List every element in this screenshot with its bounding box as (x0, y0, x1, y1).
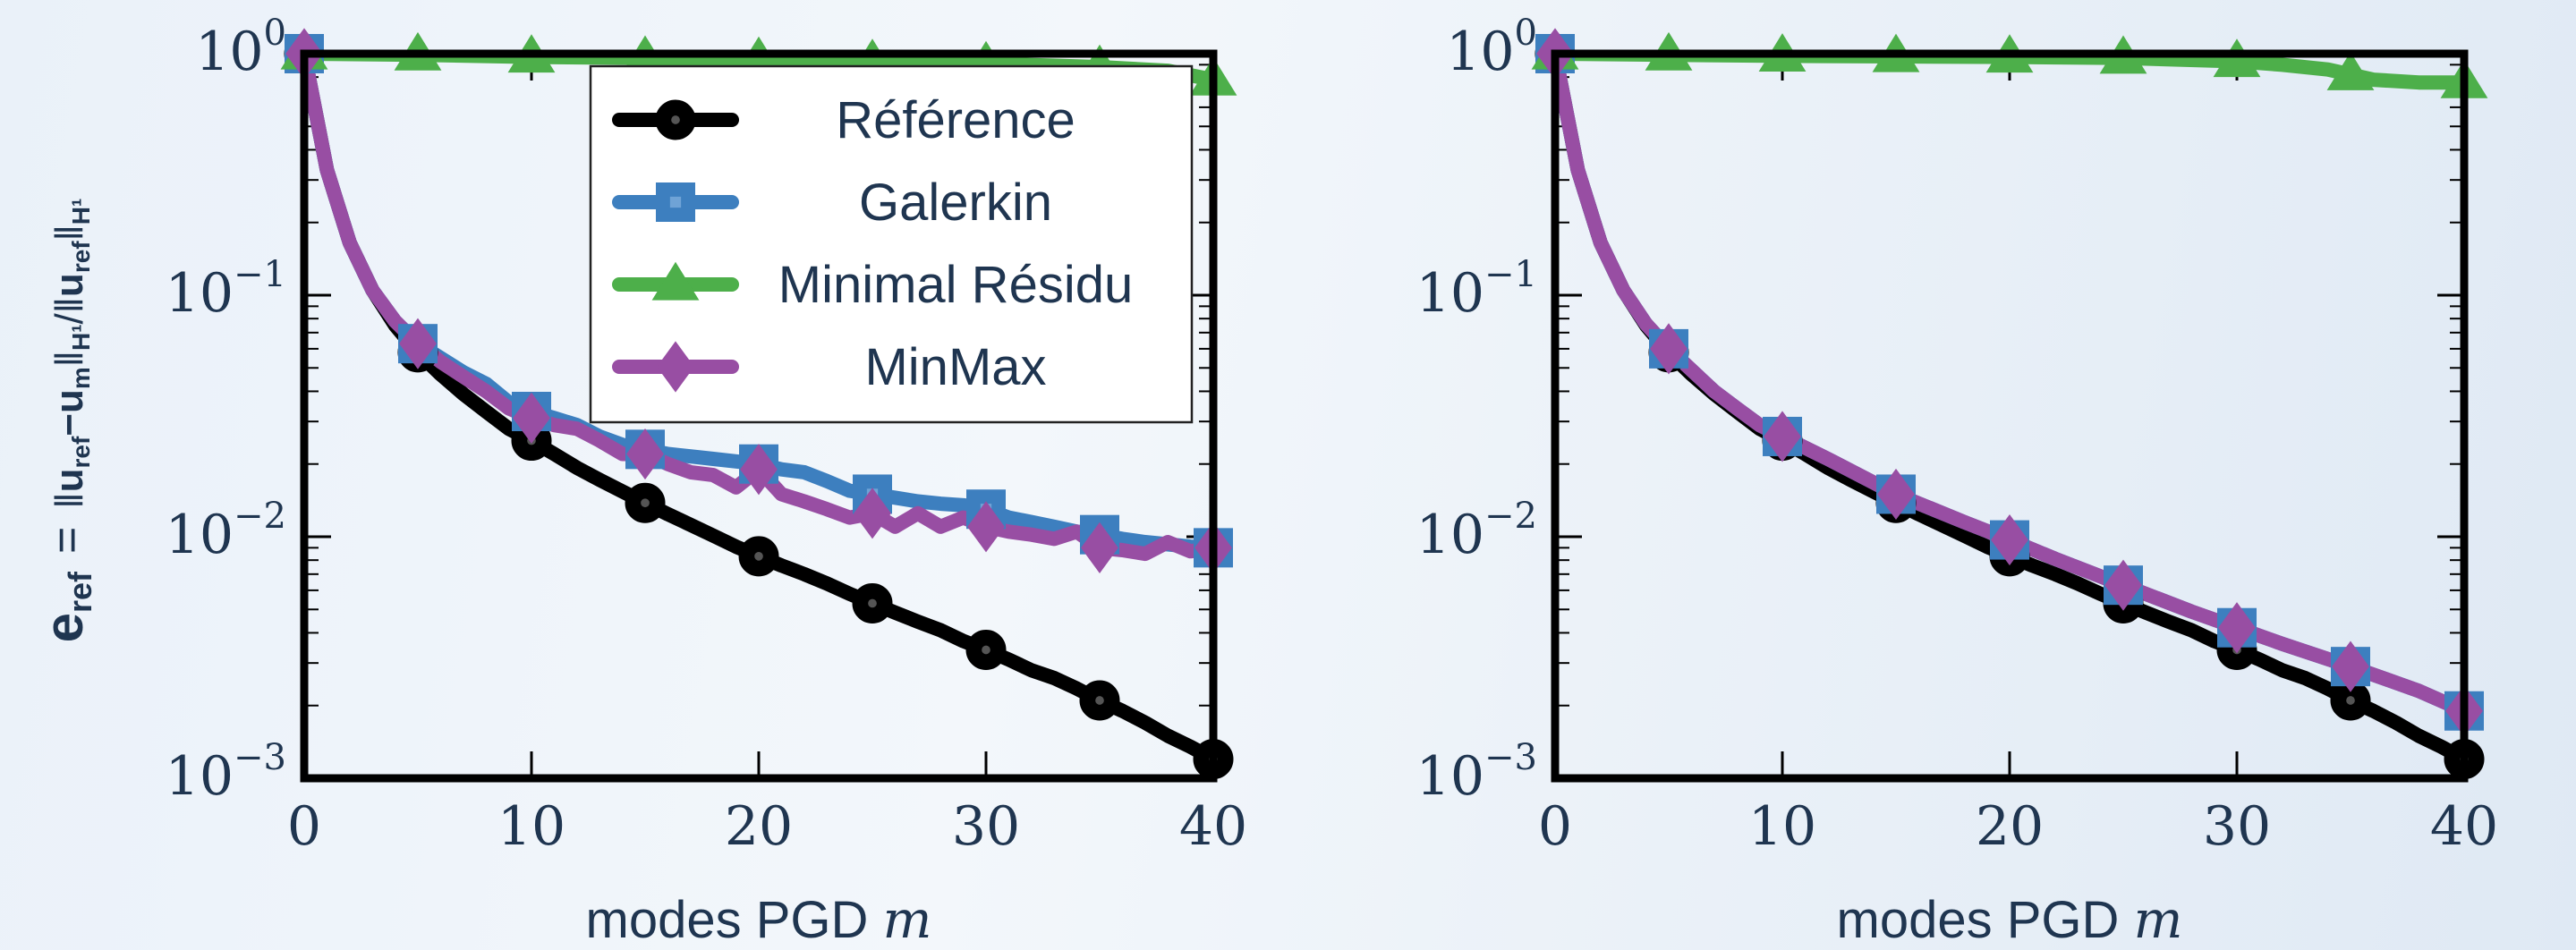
left-x-tick-label: 0 (287, 795, 321, 858)
left-reference-marker (1079, 680, 1120, 721)
legend-label: Galerkin (859, 174, 1052, 232)
legend-item-minmax: MinMax (612, 338, 1047, 396)
svg-text:eref=‖uref−um‖H¹/‖uref‖H¹: eref=‖uref−um‖H¹/‖uref‖H¹ (34, 199, 98, 643)
left-y-tick-label: 10−3 (166, 737, 286, 808)
right-minmax-marker (2218, 602, 2256, 654)
right-x-tick-label: 0 (1538, 795, 1572, 858)
right-x-tick-label: 20 (1976, 795, 2044, 858)
legend-swatch-marker (657, 341, 694, 393)
left-reference-marker (738, 536, 779, 577)
y-axis-label: eref=‖uref−um‖H¹/‖uref‖H¹ (34, 199, 98, 643)
left-y-tick-label: 10−1 (166, 254, 286, 325)
left-minmax-marker (399, 318, 437, 369)
legend-label: Référence (836, 91, 1075, 149)
left-x-axis-label: modes PGD m (586, 889, 932, 950)
right-x-ticks: 0 10 20 30 40 (1538, 54, 2498, 858)
left-minmax-marker (513, 392, 550, 444)
left-reference-marker (965, 630, 1007, 671)
right-minimal-residu-marker (2326, 51, 2375, 90)
legend-swatch-marker (655, 99, 696, 140)
right-y-tick-label: 10−2 (1416, 496, 1537, 566)
right-plot-frame (1551, 49, 2469, 783)
left-minmax-marker (740, 444, 778, 496)
right-y-tick-label: 10−1 (1416, 254, 1537, 325)
left-minmax-marker (1081, 522, 1118, 573)
right-x-axis-label: modes PGD m (1837, 889, 2183, 950)
legend-swatch-marker (656, 182, 695, 222)
legend: Référence Galerkin Minimal Résidu MinMax (589, 64, 1194, 424)
right-minmax-marker (2104, 559, 2142, 611)
left-x-tick-label: 20 (725, 795, 793, 858)
left-y-tick-label: 100 (195, 13, 286, 83)
left-panel: 100 10−1 10−2 10−3 0 10 20 30 40 Référence Galer… (166, 13, 1248, 950)
left-x-tick-label: 40 (1179, 795, 1247, 858)
right-minmax-marker (2332, 640, 2369, 692)
right-minmax-marker (1650, 323, 1688, 375)
legend-label: Minimal Résidu (778, 256, 1133, 314)
right-minmax-marker (1991, 513, 2028, 566)
right-x-tick-label: 30 (2203, 795, 2271, 858)
legend-item-reference: Référence (612, 91, 1075, 149)
legend-label: MinMax (864, 338, 1046, 396)
left-reference-marker (625, 482, 666, 523)
right-series-group (1555, 54, 2464, 767)
right-minimal-residu-marker (2213, 38, 2261, 78)
left-plot-frame (300, 49, 1218, 783)
left-x-tick-label: 30 (952, 795, 1020, 858)
left-reference-marker (852, 582, 893, 623)
right-minmax-marker (1764, 411, 1801, 462)
right-y-tick-label: 100 (1446, 13, 1537, 83)
legend-items: Référence Galerkin Minimal Résidu MinMax (612, 91, 1133, 396)
left-x-tick-label: 10 (497, 795, 565, 858)
right-x-tick-label: 40 (2430, 795, 2498, 858)
left-y-ticks: 100 10−1 10−2 10−3 (166, 13, 1213, 808)
right-minmax-marker (1877, 468, 1915, 521)
left-minmax-marker (626, 428, 664, 480)
left-minmax-marker (854, 488, 891, 539)
right-markers (1531, 28, 2488, 780)
legend-swatch-marker (651, 261, 700, 301)
legend-item-minimal-residu: Minimal Résidu (612, 256, 1133, 314)
right-x-tick-label: 10 (1748, 795, 1816, 858)
left-x-ticks: 0 10 20 30 40 (287, 54, 1247, 858)
legend-item-galerkin: Galerkin (612, 174, 1052, 232)
right-y-tick-label: 10−3 (1416, 737, 1537, 808)
left-minmax-marker (967, 501, 1005, 553)
right-panel: 100 10−1 10−2 10−3 0 10 20 30 40 modes PGD m (1416, 13, 2499, 950)
left-y-tick-label: 10−2 (166, 496, 286, 566)
